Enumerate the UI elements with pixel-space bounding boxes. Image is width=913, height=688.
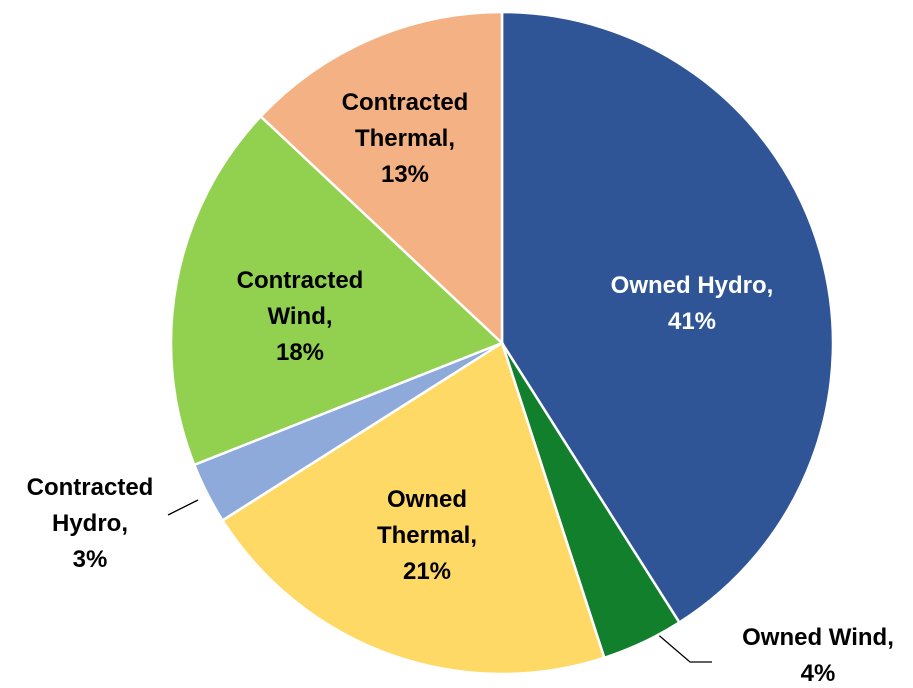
pie-slice xyxy=(500,10,835,625)
data-label-line: 21% xyxy=(403,558,451,585)
data-label-line: Contracted xyxy=(342,89,469,116)
data-label-line: Thermal, xyxy=(355,125,455,152)
data-label-line: Wind, xyxy=(267,303,332,330)
data-label-line: 3% xyxy=(73,546,108,573)
data-label-line: Thermal, xyxy=(377,522,477,549)
data-label: Owned Thermal, 21% xyxy=(377,486,477,585)
data-label-line: 4% xyxy=(801,660,836,687)
data-label: Contracted Thermal, 13% xyxy=(342,89,469,188)
data-label-line: Contracted xyxy=(27,474,154,501)
pie-slice xyxy=(169,114,505,467)
pie-slice xyxy=(220,341,606,676)
data-label-line: Contracted xyxy=(237,267,364,294)
data-label: Owned Wind, 4% xyxy=(742,624,894,687)
data-label-line: Owned xyxy=(387,486,467,513)
data-label-line: 13% xyxy=(381,161,429,188)
data-label: Owned Hydro, 41% xyxy=(611,272,774,335)
leader-line xyxy=(654,631,712,663)
data-label-line: Owned Hydro, xyxy=(611,272,774,299)
data-label: Contracted Hydro, 3% xyxy=(27,474,154,573)
data-label-line: 18% xyxy=(276,339,324,366)
data-label-line: Hydro, xyxy=(52,510,128,537)
pie-slice xyxy=(258,10,504,346)
leader-line xyxy=(167,499,199,516)
data-label-line: Owned Wind, xyxy=(742,624,894,651)
data-label-line: 41% xyxy=(668,308,716,335)
data-label: Contracted Wind, 18% xyxy=(237,267,364,366)
